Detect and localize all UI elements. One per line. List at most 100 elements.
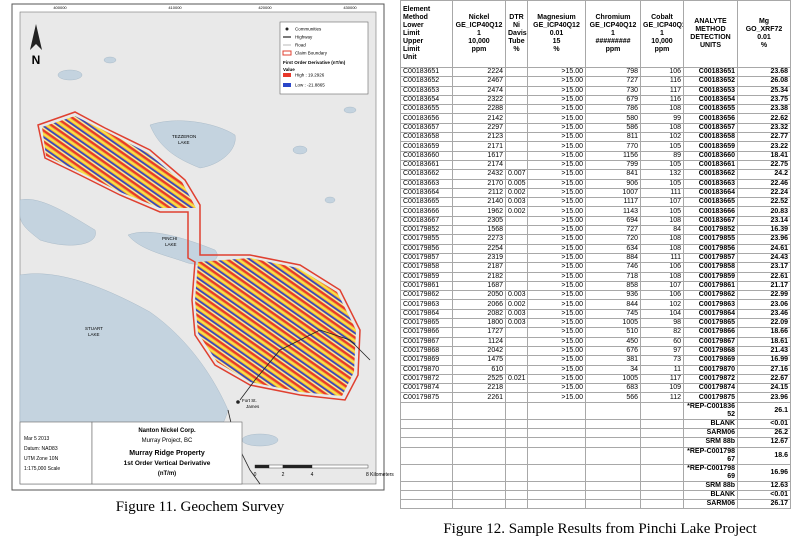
header-line: %: [553, 46, 560, 53]
table-cell: 858: [585, 280, 641, 292]
qc-row: SARM06 26.2: [400, 427, 791, 439]
table-cell: C00179852: [400, 225, 453, 236]
table-cell: [505, 418, 528, 430]
table-cell: [585, 437, 641, 448]
table-cell: 811: [585, 132, 641, 143]
table-cell: [527, 401, 586, 420]
table-cell: [527, 480, 586, 491]
qc-row: *REP-C00179867 18.6: [400, 446, 791, 465]
table-cell: 18.66: [737, 327, 791, 338]
place-label: STUART: [85, 326, 103, 331]
table-cell: [585, 418, 641, 430]
table-cell: C00183662: [400, 169, 453, 180]
table-cell: 2142: [452, 113, 506, 124]
data-row: C00183656 2142 >15.00 580 99 C00183656 22.62: [400, 113, 791, 124]
header-line: %: [760, 42, 768, 49]
table-cell: [505, 104, 528, 115]
data-row: C00179868 2042 >15.00 676 97 C00179868 21.43: [400, 345, 791, 357]
coordinate-label: 430000: [343, 5, 357, 10]
table-cell: 18.6: [737, 446, 791, 465]
table-cell: 21.43: [737, 345, 791, 357]
data-row: C00183666 1962 0.002 >15.00 1143 105 C00183666…: [400, 206, 791, 217]
header-line: UNITS: [700, 42, 721, 49]
table-cell: C00183664: [683, 187, 738, 199]
table-cell: >15.00: [527, 345, 586, 357]
table-cell: 1727: [452, 327, 506, 338]
table-cell: C00179856: [683, 243, 738, 254]
legend-item: Highway: [295, 35, 313, 40]
coordinate-label: 410000: [168, 5, 182, 10]
table-cell: C00179874: [683, 383, 738, 394]
table-cell: 20.83: [737, 206, 791, 217]
table-cell: >15.00: [527, 104, 586, 115]
table-cell: [505, 345, 528, 357]
header-line: Limit: [403, 46, 420, 53]
table-cell: 23.96: [737, 392, 791, 403]
table-cell: 2305: [452, 215, 506, 227]
table-cell: C00179859: [400, 271, 453, 282]
table-cell: C00183666: [400, 206, 453, 217]
table-cell: 22.99: [737, 290, 791, 301]
table-cell: 108: [640, 271, 684, 282]
table-cell: [400, 427, 453, 439]
table-cell: 34: [585, 364, 641, 375]
table-cell: 0.021: [505, 373, 528, 385]
table-cell: [505, 252, 528, 264]
table-cell: [505, 480, 528, 491]
table-cell: [640, 427, 684, 439]
table-cell: 23.46: [737, 308, 791, 320]
data-row: C00183663 2170 0.005 >15.00 906 105 C00183663 2…: [400, 178, 791, 189]
map-figure: 400000 410000 420000 430000 N Communitie…: [11, 3, 394, 515]
table-cell: 610: [452, 364, 506, 375]
place-label: Fort St.: [242, 398, 257, 403]
table-cell: 2474: [452, 85, 506, 96]
header-line: DETECTION: [690, 34, 731, 41]
table-cell: 906: [585, 178, 641, 189]
table-cell: 1687: [452, 280, 506, 292]
table-cell: 2525: [452, 373, 506, 385]
table-cell: 102: [640, 132, 684, 143]
table-cell: C00179865: [683, 317, 738, 329]
table-cell: C00183659: [683, 141, 738, 152]
table-cell: [505, 383, 528, 394]
table-cell: C00179867: [400, 336, 453, 347]
table-cell: C00179863: [683, 299, 738, 310]
table-cell: 683: [585, 383, 641, 394]
data-row: C00179852 1568 >15.00 727 84 C00179852 16.39: [400, 225, 791, 236]
table-cell: C00183652: [400, 76, 453, 87]
header-line: Method: [403, 14, 428, 21]
table-cell: C00179855: [683, 234, 738, 245]
table-cell: 679: [585, 94, 641, 106]
table-cell: 108: [640, 243, 684, 254]
table-cell: 2187: [452, 262, 506, 273]
table-cell: 27.16: [737, 364, 791, 375]
table-cell: 634: [585, 243, 641, 254]
table-cell: 1007: [585, 187, 641, 199]
table-cell: 21.17: [737, 280, 791, 292]
table-cell: C00183654: [400, 94, 453, 106]
table-cell: SARM06: [683, 499, 738, 510]
header-line: 1: [477, 30, 481, 37]
table-cell: [505, 76, 528, 87]
table-cell: 844: [585, 299, 641, 310]
table-cell: [505, 141, 528, 152]
table-cell: 2322: [452, 94, 506, 106]
anomaly-zone: [195, 258, 356, 396]
table-cell: 586: [585, 122, 641, 134]
data-row: C00179874 2218 >15.00 683 109 C00179874 24.15: [400, 383, 791, 394]
header-line: ppm: [654, 46, 670, 53]
table-cell: 22.09: [737, 317, 791, 329]
table-cell: [527, 489, 586, 501]
qc-row: SARM06 26.17: [400, 499, 791, 510]
table-cell: C00179869: [400, 355, 453, 366]
table-cell: C00183664: [400, 187, 453, 199]
table-cell: 770: [585, 141, 641, 152]
table-cell: 73: [640, 355, 684, 366]
table-cell: 1117: [585, 197, 641, 208]
table-cell: 24.15: [737, 383, 791, 394]
table-cell: 132: [640, 169, 684, 180]
header-line: GE_ICP40Q12: [455, 22, 503, 29]
table-cell: [505, 159, 528, 171]
table-cell: [640, 437, 684, 448]
